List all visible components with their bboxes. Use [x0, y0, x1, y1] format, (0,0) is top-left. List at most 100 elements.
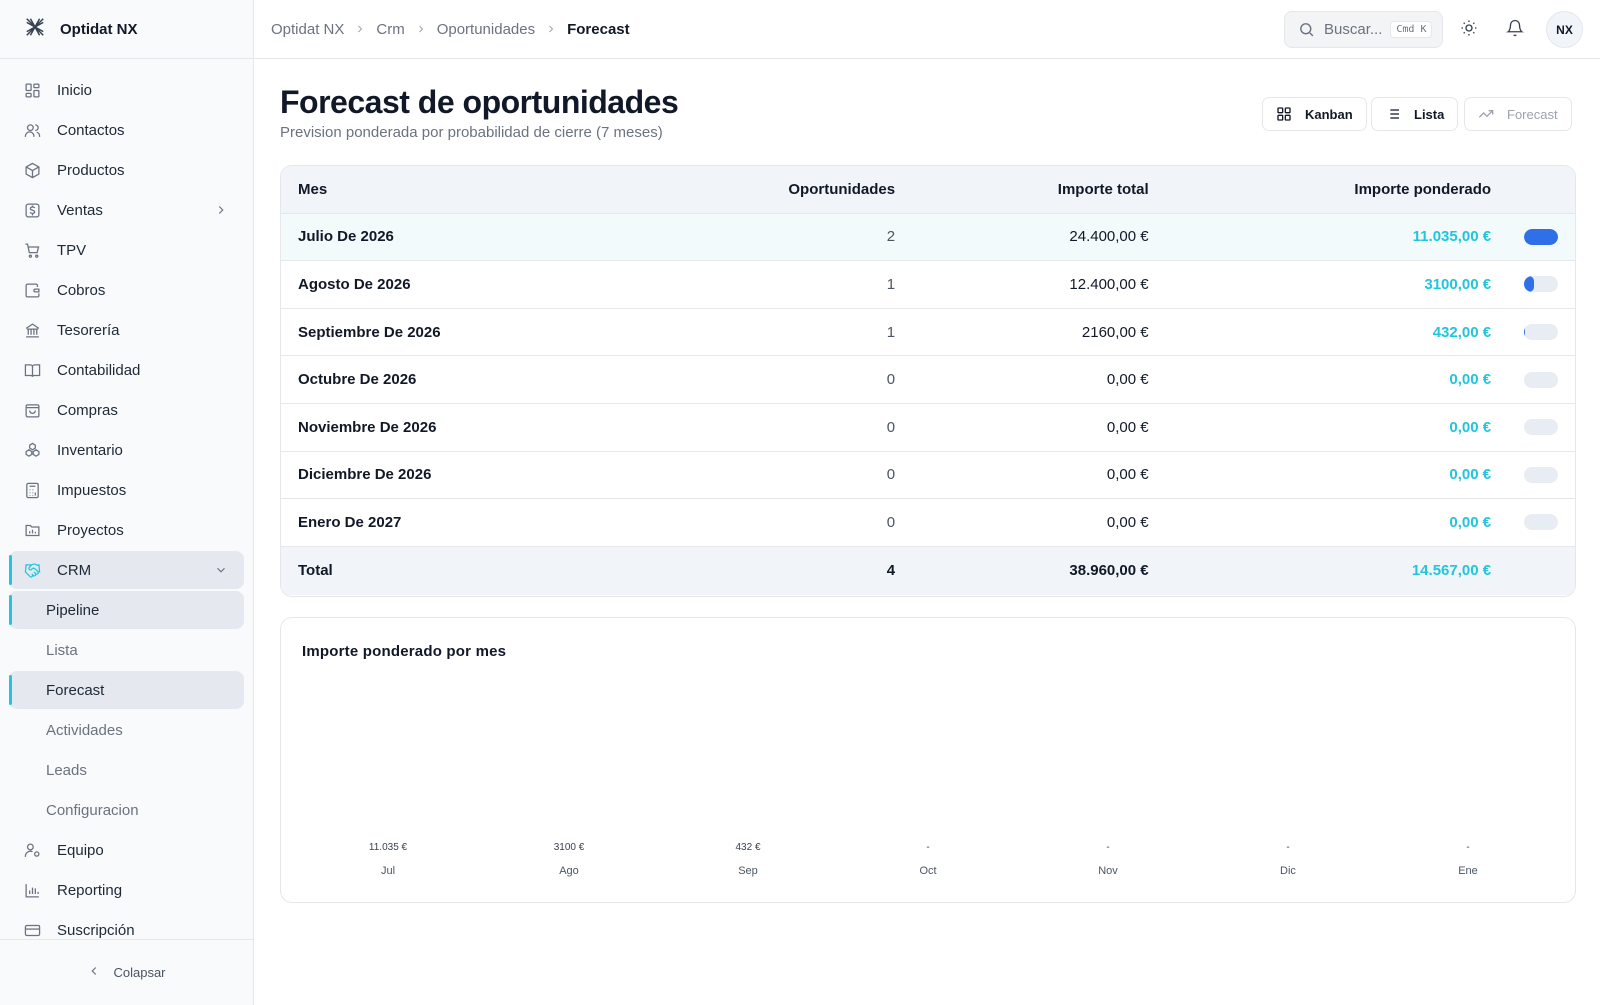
share-bar-fill — [1523, 324, 1526, 341]
cell-ponderado: 3100,00 € — [1424, 275, 1492, 293]
forecast-view-button[interactable]: Forecast — [1464, 97, 1572, 131]
cell-mes: Agosto De 2026 — [298, 275, 411, 293]
chart-column: - Nov — [1048, 842, 1168, 877]
chart-value-label: 11.035 € — [368, 842, 408, 853]
list-view-button[interactable]: Lista — [1371, 97, 1459, 131]
search-shortcut: Cmd K — [1390, 21, 1433, 38]
trending-up-icon — [1478, 106, 1494, 122]
table-total-row: Total 4 38.960,00 € 14.567,00 € — [281, 546, 1575, 595]
sidebar-item-proyectos[interactable]: Proyectos — [9, 511, 244, 549]
sidebar-item-reporting[interactable]: Reporting — [9, 871, 244, 909]
cell-oportunidades: 0 — [886, 418, 896, 436]
chart-month-label: Dic — [1280, 865, 1296, 877]
column-header-oportunidades[interactable]: Oportunidades — [788, 180, 896, 198]
sidebar-item-label: TPV — [57, 241, 87, 259]
sidebar-item-inventario[interactable]: Inventario — [9, 431, 244, 469]
table-row[interactable]: Enero De 2027 0 0,00 € 0,00 € — [281, 499, 1575, 547]
breadcrumb-item-oportunidades[interactable]: Oportunidades — [436, 20, 536, 38]
chart-column: 3100 € Ago — [509, 842, 629, 877]
search-input[interactable]: Buscar... Cmd K — [1284, 11, 1443, 48]
user-cog-icon — [23, 841, 41, 859]
topbar: Optidat NX Crm Oportunidades Forecast Bu… — [254, 0, 1600, 59]
folder-chart-icon — [23, 521, 41, 539]
sidebar-item-equipo[interactable]: Equipo — [9, 831, 244, 869]
box-icon — [23, 161, 41, 179]
cell-ponderado: 0,00 € — [1449, 371, 1492, 389]
sidebar-item-suscripcion[interactable]: Suscripción — [9, 911, 244, 939]
table-row[interactable]: Diciembre De 2026 0 0,00 € 0,00 € — [281, 452, 1575, 500]
sidebar-subitem-actividades[interactable]: Actividades — [46, 721, 123, 739]
bank-icon — [23, 321, 41, 339]
chevron-left-icon — [87, 964, 101, 981]
table-row[interactable]: Octubre De 2026 0 0,00 € 0,00 € — [281, 356, 1575, 404]
list-label: Lista — [1414, 106, 1445, 122]
theme-toggle-icon[interactable] — [1460, 19, 1478, 37]
collapse-sidebar-button[interactable]: Colapsar — [0, 939, 253, 1005]
total-importe: 38.960,00 € — [1069, 562, 1149, 580]
sidebar-item-tpv[interactable]: TPV — [9, 231, 244, 269]
logo-icon — [24, 16, 46, 43]
kanban-icon — [1276, 106, 1292, 122]
sidebar-subitem-pipeline[interactable]: Pipeline — [9, 591, 244, 629]
sidebar-item-label: Equipo — [57, 841, 104, 859]
chart-month-label: Ene — [1458, 865, 1478, 877]
sidebar-item-contactos[interactable]: Contactos — [9, 111, 244, 149]
sidebar-item-contabilidad[interactable]: Contabilidad — [9, 351, 244, 389]
cell-oportunidades: 0 — [886, 371, 896, 389]
chevron-right-icon — [354, 23, 366, 35]
chart-value-label: - — [1106, 842, 1110, 853]
sidebar-item-cobros[interactable]: Cobros — [9, 271, 244, 309]
chart-value-label: - — [1466, 842, 1470, 853]
total-oportunidades: 4 — [886, 562, 896, 580]
column-header-mes[interactable]: Mes — [298, 180, 328, 198]
handshake-icon — [23, 561, 41, 579]
table-row[interactable]: Septiembre De 2026 1 2160,00 € 432,00 € — [281, 309, 1575, 357]
breadcrumb: Optidat NX Crm Oportunidades Forecast — [271, 21, 630, 38]
sidebar-item-label: Proyectos — [57, 521, 124, 539]
cell-oportunidades: 0 — [886, 466, 896, 484]
sidebar-subitem-configuracion[interactable]: Configuracion — [46, 801, 139, 819]
sidebar-item-tesoreria[interactable]: Tesorería — [9, 311, 244, 349]
sidebar-item-ventas[interactable]: Ventas — [9, 191, 244, 229]
cell-oportunidades: 1 — [886, 275, 896, 293]
sidebar-item-label: Ventas — [57, 201, 103, 219]
sidebar-item-inicio[interactable]: Inicio — [9, 71, 244, 109]
sidebar-item-compras[interactable]: Compras — [9, 391, 244, 429]
cell-total: 0,00 € — [1106, 418, 1149, 436]
kanban-label: Kanban — [1305, 106, 1353, 122]
chevron-right-icon — [214, 203, 228, 221]
bell-icon[interactable] — [1506, 19, 1524, 37]
sidebar-subitem-lista[interactable]: Lista — [46, 641, 78, 659]
sidebar-item-label: Tesorería — [57, 321, 120, 339]
sidebar-subitem-leads[interactable]: Leads — [46, 761, 87, 779]
sidebar-item-crm[interactable]: CRM — [9, 551, 244, 589]
breadcrumb-item-crm[interactable]: Crm — [376, 20, 405, 38]
share-bar — [1523, 466, 1558, 483]
column-header-ponderado[interactable]: Importe ponderado — [1354, 180, 1492, 198]
table-row[interactable]: Noviembre De 2026 0 0,00 € 0,00 € — [281, 404, 1575, 452]
kanban-view-button[interactable]: Kanban — [1262, 97, 1367, 131]
brand[interactable]: Optidat NX — [0, 0, 253, 59]
breadcrumb-item-home[interactable]: Optidat NX — [271, 20, 345, 38]
cell-total: 2160,00 € — [1081, 323, 1149, 341]
cell-mes: Septiembre De 2026 — [298, 323, 441, 341]
table-row[interactable]: Julio De 2026 2 24.400,00 € 11.035,00 € — [281, 213, 1575, 262]
cell-total: 0,00 € — [1106, 513, 1149, 531]
sidebar-item-label: Cobros — [57, 281, 106, 299]
column-header-total[interactable]: Importe total — [1057, 180, 1149, 198]
grid-icon — [23, 81, 41, 99]
table-row[interactable]: Agosto De 2026 1 12.400,00 € 3100,00 € — [281, 261, 1575, 309]
sidebar-item-impuestos[interactable]: Impuestos — [9, 471, 244, 509]
collapse-label: Colapsar — [113, 965, 166, 980]
cell-oportunidades: 1 — [886, 323, 896, 341]
avatar[interactable]: NX — [1546, 11, 1583, 48]
sidebar-item-label: Reporting — [57, 881, 123, 899]
sidebar-subitem-forecast[interactable]: Forecast — [9, 671, 244, 709]
chart-column: - Oct — [868, 842, 988, 877]
sidebar-item-productos[interactable]: Productos — [9, 151, 244, 189]
chart-month-label: Nov — [1098, 865, 1118, 877]
sidebar-item-label: Suscripción — [57, 921, 135, 939]
chart-column: 432 € Sep — [688, 842, 808, 877]
chart-column: 11.035 € Jul — [328, 842, 448, 877]
chart-value-label: - — [926, 842, 930, 853]
